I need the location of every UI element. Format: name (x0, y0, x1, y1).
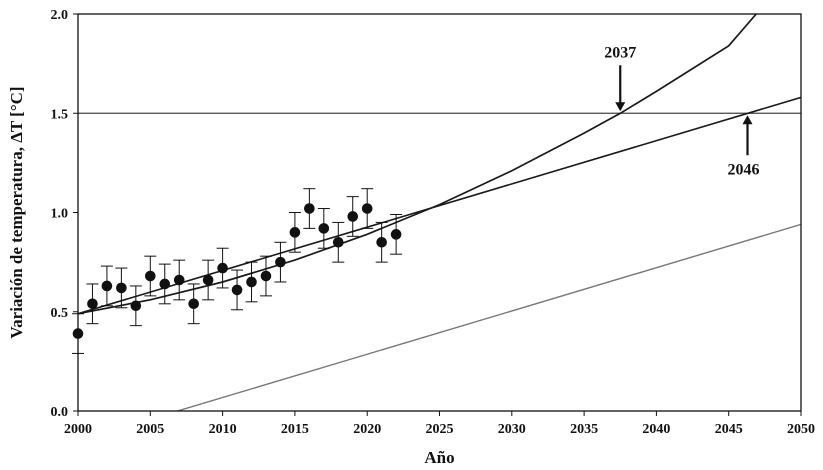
y-tick-label: 2.0 (51, 8, 69, 23)
x-tick-label: 2000 (64, 422, 92, 437)
x-tick-label: 2045 (715, 422, 743, 437)
data-point (116, 282, 127, 294)
data-point (260, 270, 272, 282)
plot-frame (77, 13, 802, 412)
x-tick-label: 2015 (281, 422, 309, 437)
data-point (145, 270, 156, 282)
data-point (173, 274, 185, 286)
data-point (275, 256, 286, 268)
data-point (289, 227, 301, 238)
data-point (304, 203, 315, 214)
data-point (217, 262, 228, 274)
x-tick-label: 2050 (787, 422, 815, 437)
data-point (202, 274, 214, 286)
x-tick-label: 2035 (570, 422, 598, 437)
data-point (101, 280, 113, 292)
annotation-arrow-head (742, 115, 753, 125)
x-tick-label: 2040 (642, 422, 670, 437)
data-point (318, 223, 330, 234)
data-point (347, 211, 359, 222)
marks-layer (72, 14, 801, 411)
data-point (231, 284, 243, 296)
data-point (188, 298, 199, 310)
quadratic-fit-curve (78, 14, 757, 315)
x-tick-label: 2030 (498, 422, 526, 437)
data-point (246, 276, 257, 288)
data-point (390, 229, 402, 240)
y-tick-label: 0.0 (51, 405, 69, 420)
x-tick-label: 2010 (209, 422, 237, 437)
data-point (87, 298, 98, 310)
annotation-label: 2037 (604, 44, 636, 61)
y-axis-title: Variación de temperatura, ΔT [°C] (7, 86, 26, 338)
x-tick-label: 2020 (353, 422, 381, 437)
x-axis-title: Año (424, 448, 454, 467)
data-point (376, 236, 387, 248)
annotation-arrow-head (615, 102, 626, 112)
annotations-layer: 2037 2046 (604, 44, 759, 178)
data-point (130, 300, 142, 312)
axes-layer: 2000 2005 2010 2015 2020 2025 2030 2035 2040 2045… (51, 8, 816, 437)
y-tick-label: 1.0 (51, 207, 69, 222)
data-point (361, 203, 373, 214)
linear-fit-line (78, 96, 801, 315)
data-point (159, 278, 171, 290)
data-point (332, 236, 344, 248)
x-tick-label: 2025 (426, 422, 454, 437)
y-tick-label: 0.5 (51, 306, 69, 321)
baseline-trend-line (175, 223, 801, 411)
y-tick-label: 1.5 (51, 107, 69, 122)
x-tick-label: 2005 (136, 422, 164, 437)
annotation-label: 2046 (727, 161, 759, 178)
